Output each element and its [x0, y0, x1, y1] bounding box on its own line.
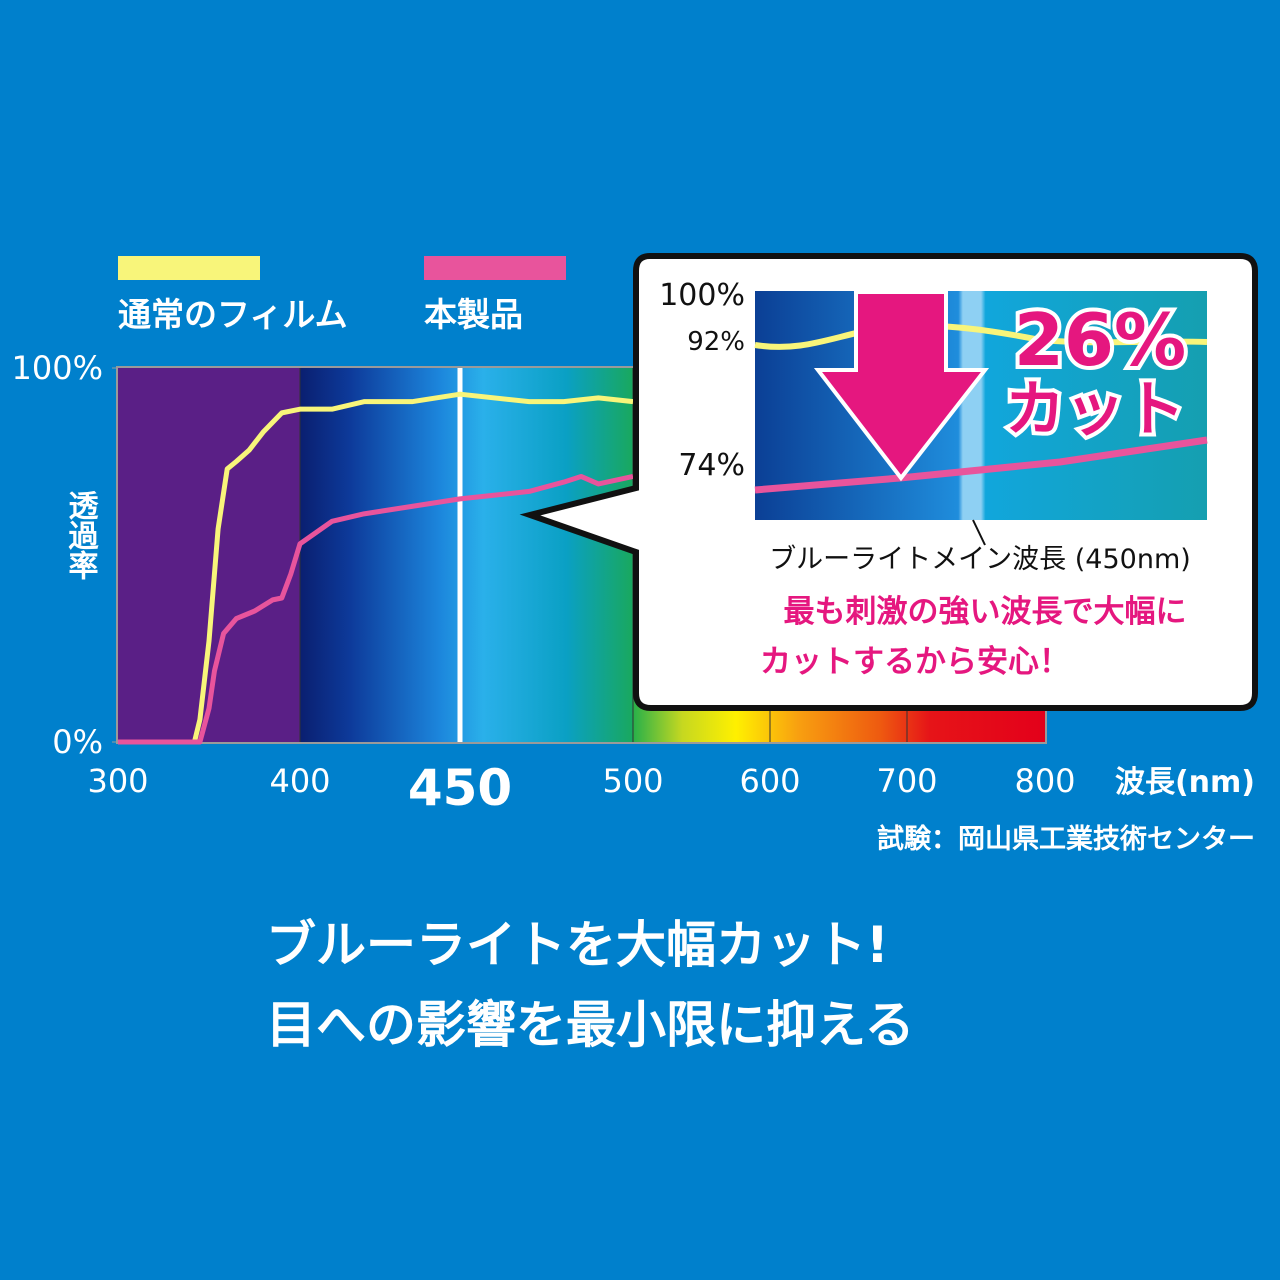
headline: 目への影響を最小限に抑える	[266, 996, 915, 1054]
y-tick-label: 0%	[52, 723, 103, 761]
x-tick-label: 800	[1014, 762, 1075, 800]
inset-label: 74%	[678, 448, 745, 483]
band-blue	[300, 368, 633, 742]
x-tick-label: 700	[876, 762, 937, 800]
message: 最も刺激の強い波長で大幅に	[784, 594, 1187, 630]
y-axis-label: 透過率	[63, 490, 99, 580]
series-line	[118, 473, 634, 745]
down-arrow	[813, 290, 990, 482]
inset-label: 92%	[687, 327, 745, 357]
legend-label: 本製品	[424, 295, 523, 334]
y-tick-label: 100%	[12, 349, 103, 387]
caption: ブルーライトメイン波長 (450nm)	[769, 544, 1191, 575]
inset-line-product	[754, 436, 1208, 494]
series-line	[118, 391, 634, 745]
inset-line-film	[754, 322, 1208, 350]
legend-swatch	[424, 256, 566, 280]
message: カットするから安心！	[760, 644, 1070, 680]
pointer-line	[972, 519, 986, 546]
legend-swatch	[118, 256, 260, 280]
x-axis-label: 波長(nm)	[1115, 765, 1255, 800]
legend-label: 通常のフィルム	[118, 295, 348, 334]
x-tick-label: 500	[602, 762, 663, 800]
band-uv	[118, 368, 300, 742]
x-tick-label: 300	[87, 762, 148, 800]
callout: 100% 92% 74% 26% カット ブルーライトメイン波長 (450nm)…	[519, 253, 1258, 711]
x-tick-label: 600	[739, 762, 800, 800]
x-tick-label: 450	[408, 759, 512, 817]
cut-text: カット	[1005, 375, 1185, 445]
source: 試験：岡山県工業技術センター	[877, 823, 1255, 855]
inset-label: 100%	[659, 278, 745, 313]
cut-value: 26%	[1014, 298, 1186, 382]
headline: ブルーライトを大幅カット!	[266, 916, 889, 974]
x-tick-label: 400	[269, 762, 330, 800]
